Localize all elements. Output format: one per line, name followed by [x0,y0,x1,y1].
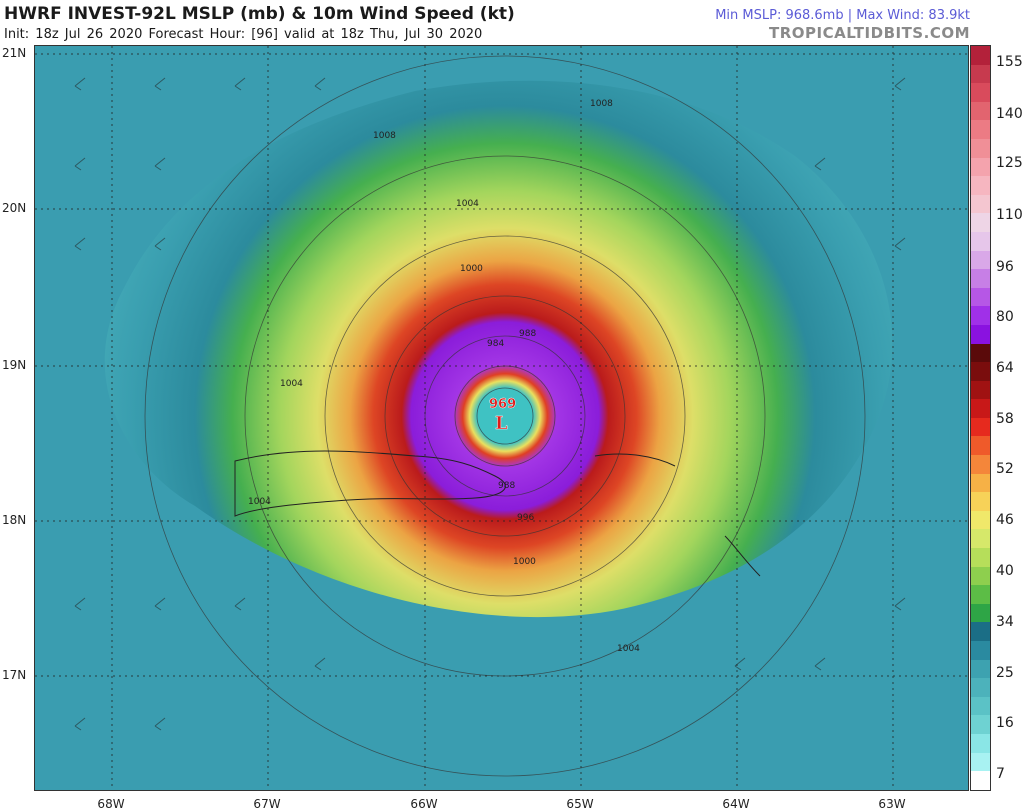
colorbar-segment [971,343,990,363]
colorbar-segment [971,64,990,84]
colorbar-segment [971,548,990,567]
lon-label: 64W [722,797,750,811]
colorbar-tick: 64 [996,360,1014,376]
storm-stats: Min MSLP: 968.6mb | Max Wind: 83.9kt [715,8,970,23]
isobar-label: 1004 [248,497,271,507]
colorbar-segment [971,101,990,121]
colorbar-segment [971,641,990,660]
wind-colorbar [970,45,991,791]
isobar-label: 988 [498,481,515,491]
colorbar-segment [971,715,990,734]
isobar-label: 1004 [280,379,303,389]
colorbar-segment [971,417,990,437]
colorbar-segment [971,752,990,772]
colorbar-segment [971,287,990,307]
isobar-label: 1000 [460,264,483,274]
colorbar-segment [971,176,990,195]
colorbar-segment [971,231,990,251]
colorbar-segment [971,733,990,753]
colorbar-segment [971,399,990,418]
isobar-label: 984 [487,339,504,349]
isobar-label: 1008 [590,99,613,109]
colorbar-segment [971,473,990,493]
colorbar-segment [971,250,990,270]
colorbar-tick: 25 [996,665,1014,681]
colorbar-tick: 58 [996,411,1014,427]
isobar-labels: 1008 1008 1004 1004 1004 1000 1000 1004 … [248,99,640,654]
colorbar-segment [971,269,990,288]
colorbar-tick: 140 [996,106,1023,122]
colorbar-segment [971,324,990,344]
colorbar-segment [971,194,990,214]
colorbar-segment [971,306,990,325]
colorbar-tick: 40 [996,563,1014,579]
lon-label: 63W [878,797,906,811]
colorbar-segment [971,529,990,549]
isobar-label: 1004 [617,644,640,654]
colorbar-tick: 96 [996,259,1014,275]
colorbar-segment [971,566,990,586]
lat-label: 21N [2,46,27,60]
isobar-label: 1000 [513,557,536,567]
forecast-info: Init: 18z Jul 26 2020 Forecast Hour: [96… [4,27,483,42]
colorbar-segment [971,455,990,474]
colorbar-tick: 80 [996,309,1014,325]
lat-label: 20N [2,201,27,215]
colorbar-segment [971,696,990,716]
map-canvas: 1008 1008 1004 1004 1004 1000 1000 1004 … [35,46,968,790]
isobar-label: 1004 [456,199,479,209]
colorbar-segment [971,585,990,604]
lon-label: 68W [97,797,125,811]
colorbar-segment [971,380,990,400]
colorbar-segment [971,120,990,139]
isobar-label: 988 [519,329,536,339]
lat-label: 17N [2,668,27,682]
colorbar-segment [971,436,990,456]
colorbar-segment [971,492,990,511]
lon-label: 66W [410,797,438,811]
colorbar-segment [971,659,990,679]
colorbar-segment [971,157,990,177]
low-pressure-marker: L [495,413,508,434]
wind-barbs [74,77,906,731]
isobar-label: 996 [517,513,534,523]
colorbar-segment [971,510,990,530]
colorbar-segment [971,46,990,65]
chart-title: HWRF INVEST-92L MSLP (mb) & 10m Wind Spe… [4,4,515,24]
low-pressure-value: 969 [489,397,516,412]
lon-label: 67W [253,797,281,811]
colorbar-segment [971,213,990,232]
colorbar-tick: 125 [996,155,1023,171]
colorbar-tick: 110 [996,207,1023,223]
brand-watermark: TROPICALTIDBITS.COM [769,24,970,42]
colorbar-segment [971,83,990,102]
colorbar-tick: 46 [996,512,1014,528]
lat-label: 18N [2,513,27,527]
isobar-label: 1008 [373,131,396,141]
lon-label: 65W [566,797,594,811]
colorbar-segment [971,362,990,381]
wind-speed-map[interactable]: 1008 1008 1004 1004 1004 1000 1000 1004 … [34,45,969,791]
colorbar-segment [971,138,990,158]
colorbar-segment [971,603,990,623]
colorbar-tick: 7 [996,766,1005,782]
coastline [234,450,761,577]
colorbar-tick: 155 [996,54,1023,70]
colorbar-tick: 34 [996,614,1014,630]
colorbar-segment [971,678,990,697]
lat-label: 19N [2,358,27,372]
colorbar-segment [971,622,990,641]
colorbar-tick: 52 [996,461,1014,477]
colorbar-tick: 16 [996,715,1014,731]
colorbar-segment [971,771,990,790]
